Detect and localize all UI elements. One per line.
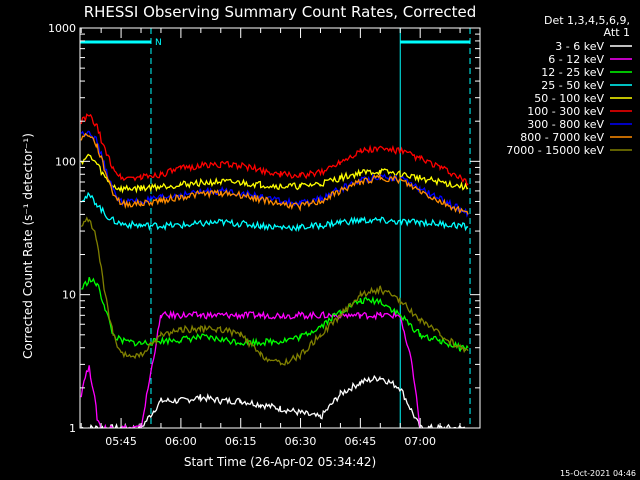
x-tick-label: 06:15 — [225, 435, 257, 448]
night-markers: N — [79, 28, 471, 428]
footer-timestamp: 15-Oct-2021 04:46 — [560, 469, 636, 478]
legend-header: Det 1,3,4,5,6,9, — [544, 14, 630, 27]
series-line-4 — [80, 153, 469, 194]
legend-label: 800 - 7000 keV — [520, 131, 604, 144]
series-line-7 — [80, 132, 469, 215]
y-tick-label: 10 — [62, 289, 76, 302]
series-line-0 — [80, 374, 468, 428]
x-axis-label: Start Time (26-Apr-02 05:34:42) — [184, 455, 376, 469]
legend-label: 300 - 800 keV — [527, 118, 604, 131]
series-line-1 — [80, 309, 421, 428]
series-line-6 — [80, 130, 469, 218]
night-flag-label: N — [155, 38, 162, 48]
legend-header: Att 1 — [604, 26, 630, 39]
x-tick-label: 06:00 — [165, 435, 197, 448]
series-line-3 — [80, 191, 469, 233]
y-axis-label: Corrected Count Rate (s⁻¹ detector⁻¹) — [21, 133, 35, 359]
x-axis: 05:45 06:00 06:15 06:30 06:45 07:00 — [80, 28, 461, 448]
series-line-2 — [81, 277, 469, 352]
legend-label: 100 - 300 keV — [527, 105, 604, 118]
x-tick-label: 06:45 — [345, 435, 377, 448]
y-tick-label: 1000 — [48, 22, 76, 35]
series-line-8 — [80, 216, 469, 366]
x-tick-label: 05:45 — [105, 435, 137, 448]
legend-label: 12 - 25 keV — [541, 66, 604, 79]
legend-label: 3 - 6 keV — [555, 40, 604, 53]
plot-frame — [79, 27, 481, 429]
legend-label: 25 - 50 keV — [541, 79, 604, 92]
x-tick-label: 07:00 — [404, 435, 436, 448]
legend-label: 7000 - 15000 keV — [506, 144, 604, 157]
y-tick-label: 100 — [55, 155, 76, 168]
series-group — [80, 113, 469, 428]
x-tick-label: 06:30 — [285, 435, 317, 448]
chart-title: RHESSI Observing Summary Count Rates, Co… — [84, 3, 477, 21]
legend-label: 50 - 100 keV — [534, 92, 604, 105]
series-line-5 — [80, 113, 469, 187]
y-tick-label: 1 — [69, 422, 76, 435]
y-axis: 1 10 100 1000 — [48, 22, 480, 435]
legend-label: 6 - 12 keV — [548, 53, 604, 66]
